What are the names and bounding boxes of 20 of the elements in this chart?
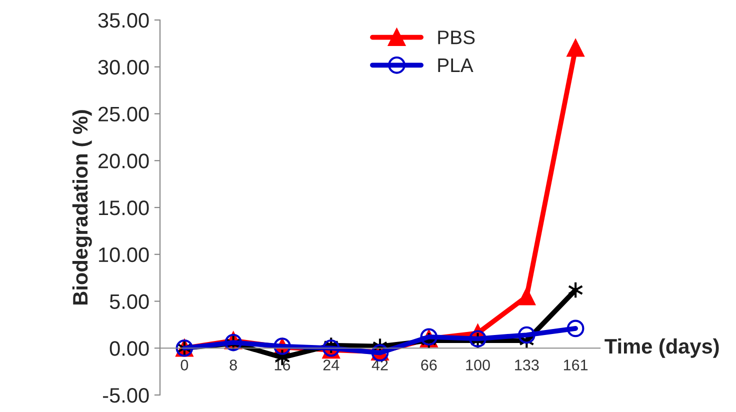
x-tick-label: 133 xyxy=(515,360,539,370)
x-tick-label: 0 xyxy=(180,360,188,370)
legend-label: PBS xyxy=(438,30,475,44)
y-tick-label: 35.00 xyxy=(98,13,149,28)
y-axis-title: Biodegradation ( %) xyxy=(72,110,92,304)
y-tick-label: 20.00 xyxy=(98,154,149,168)
x-tick-label: 24 xyxy=(323,360,340,370)
legend-label: PLA xyxy=(438,58,474,72)
y-tick-label: 0.00 xyxy=(110,341,149,356)
y-tick-label: -5.00 xyxy=(103,388,149,403)
y-tick-label: 30.00 xyxy=(98,60,149,75)
x-tick-label: 161 xyxy=(564,360,588,370)
y-tick-label: 25.00 xyxy=(98,106,149,122)
x-axis-title: Time (days) xyxy=(604,338,719,358)
x-tick-label: 66 xyxy=(421,360,437,370)
y-tick-label: 5.00 xyxy=(110,294,149,310)
y-tick-label: 15.00 xyxy=(99,200,149,216)
x-tick-label: 100 xyxy=(466,360,490,370)
y-tick-label: 10.00 xyxy=(99,247,149,262)
x-tick-label: 8 xyxy=(230,360,237,370)
